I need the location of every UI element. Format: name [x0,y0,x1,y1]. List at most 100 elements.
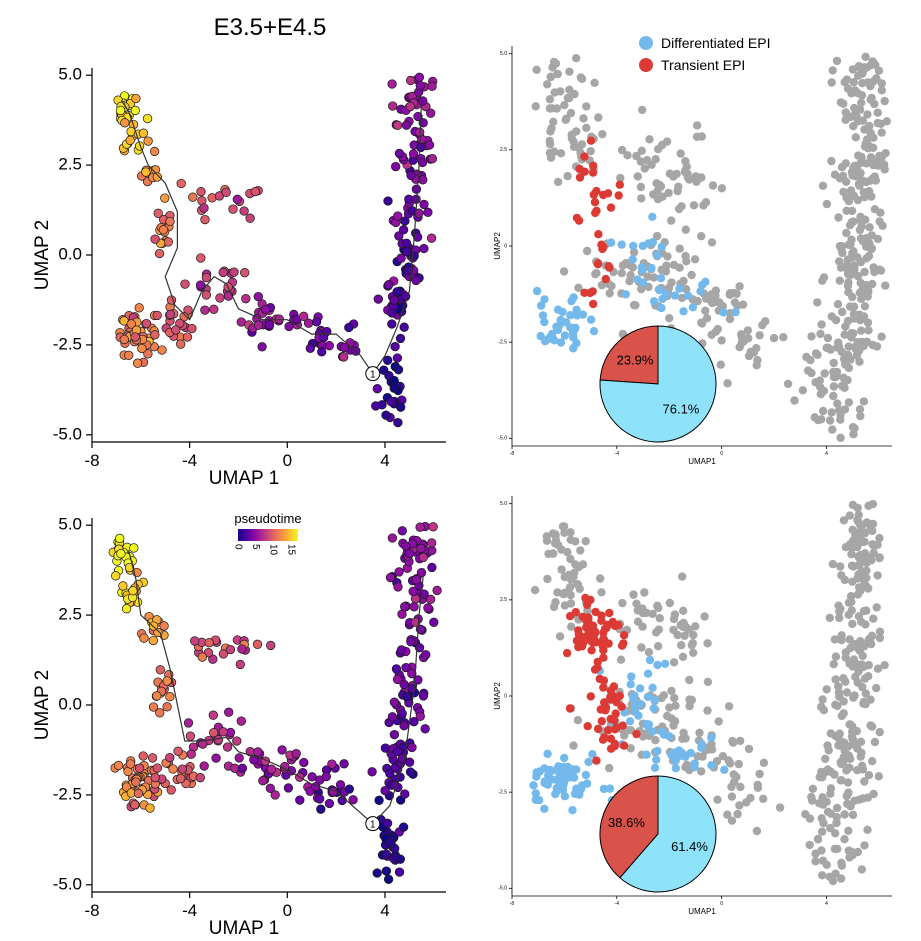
chart-bottom-right-other-cell-point [858,552,868,561]
chart-bottom-left-cell-point [396,711,407,721]
chart-bottom-right-other-cell-point [640,729,649,738]
chart-bottom-left-cell-point [422,548,432,558]
chart-top-right-other-cell-point [643,272,652,281]
chart-top-right-other-cell-point [682,257,691,266]
chart-top-left-cell-point [406,251,416,261]
chart-bottom-left-cell-point [295,795,305,805]
chart-top-left-cell-point [404,271,415,282]
chart-bottom-right-other-cell-point [555,632,565,641]
chart-bottom-right-transient-epi-point [601,703,611,712]
chart-top-right-other-cell-point [855,310,864,319]
chart-bottom-right-other-cell-point [862,566,871,575]
chart-bottom-right-other-cell-point [818,695,827,704]
chart-bottom-right-other-cell-point [856,752,865,761]
chart-bottom-left-cell-point [218,649,229,659]
chart-top-right-other-cell-point [632,151,641,161]
chart-top-right-differentiated-epi-point [648,212,657,221]
chart-top-right-other-cell-point [549,117,558,127]
chart-top-left-cell-point [264,316,274,326]
chart-bottom-right-other-cell-point [663,711,672,721]
chart-top-right-other-cell-point [860,267,869,277]
chart-top-left-cell-point [404,102,415,112]
chart-top-right-other-cell-point [691,172,701,181]
chart-bottom-left-cell-point [152,615,162,625]
chart-bottom-right-other-cell-point [543,574,552,584]
chart-top-right-other-cell-point [738,300,748,309]
chart-bottom-right-other-cell-point [571,537,580,546]
chart-top-left-cell-point [199,203,209,213]
chart-bottom-left-cell-point [295,772,305,782]
chart-bottom-right-y-tick-label: 2.5 [500,597,507,603]
chart-top-right-other-cell-point [665,169,675,178]
chart-top-left-cell-point [405,101,415,112]
chart-top-right-other-cell-point [676,279,685,289]
chart-bottom-left-cell-point [291,748,301,759]
chart-top-left-cell-point [317,347,327,357]
chart-top-right-other-cell-point [841,322,850,331]
chart-bottom-left-cell-point [126,597,136,607]
chart-bottom-left-cell-point [162,702,172,712]
chart-bottom-right-other-cell-point [649,693,658,703]
chart-bottom-right-differentiated-epi-point [617,740,627,749]
chart-top-left-y-tick-label: -2.5 [53,334,82,353]
chart-top-right-differentiated-epi-point [571,323,580,332]
chart-bottom-left-cell-point [386,838,396,848]
chart-top-right-differentiated-epi-point [540,295,549,304]
chart-top-right-other-cell-point [822,199,832,209]
chart-top-right-x-tick-label: 0 [720,451,723,457]
chart-top-left-cell-point [232,194,242,204]
chart-bottom-right-other-cell-point [553,540,563,550]
chart-top-right-other-cell-point [681,157,690,166]
chart-top-right-other-cell-point [847,218,856,227]
chart-bottom-left-cell-point [121,782,132,792]
chart-top-right-other-cell-point [643,262,652,271]
chart-top-right-other-cell-point [708,298,717,308]
chart-bottom-left-x-tick-label: 0 [283,901,292,920]
chart-bottom-left-cell-point [264,768,274,778]
chart-bottom-left-cell-point [281,770,291,780]
chart-bottom-right-other-cell-point [844,754,854,763]
chart-bottom-right-differentiated-epi-point [652,755,661,764]
chart-top-right-other-cell-point [859,176,868,186]
chart-top-right-other-cell-point [877,332,886,341]
chart-top-right-other-cell-point [836,433,845,442]
chart-top-left-cell-point [156,222,166,233]
chart-bottom-right-other-cell-point [858,682,867,692]
chart-bottom-left-y-tick-label: -2.5 [53,784,82,803]
chart-bottom-right-other-cell-point [828,876,838,886]
chart-bottom-left-cell-point [424,604,434,614]
chart-bottom-right-other-cell-point [653,725,662,735]
chart-bottom-left-cell-point [407,683,417,694]
chart-bottom-right-other-cell-point [665,703,674,712]
chart-bottom-right-other-cell-point [841,677,850,686]
chart-bottom-right-other-cell-point [669,658,679,667]
chart-bottom-right-transient-epi-point [590,629,599,638]
chart-top-right-other-cell-point [733,301,742,310]
chart-bottom-left-cell-point [161,758,171,768]
chart-top-left-cell-point [136,326,146,336]
chart-top-left-cell-point [414,139,424,150]
chart-top-left-cell-point [150,165,161,175]
chart-top-left-cell-point [165,210,175,221]
chart-top-right-other-cell-point [828,66,837,75]
chart-top-right-other-cell-point [861,142,870,151]
chart-top-right-other-cell-point [857,91,867,100]
chart-bottom-right-y-tick-label: -2.5 [498,789,507,795]
chart-bottom-left-cell-point [397,526,407,536]
chart-top-left-x-tick-label: 4 [380,451,389,470]
chart-top-right-transient-epi-point [594,230,603,239]
chart-bottom-right-other-cell-point [602,697,611,707]
chart-bottom-right-other-cell-point [852,642,861,651]
chart-bottom-left-cell-point [144,776,154,786]
chart-top-right-other-cell-point [807,368,816,378]
chart-top-right-transient-epi-point [575,173,585,182]
chart-bottom-right-transient-epi-point [574,626,583,635]
chart-bottom-left-cell-point [235,767,246,777]
chart-top-right-other-cell-point [829,382,839,391]
chart-top-left-cell-point [414,208,424,218]
chart-top-right-other-cell-point [758,320,767,330]
chart-top-left-cell-point [119,91,130,101]
chart-bottom-right-transient-epi-point [585,623,594,632]
chart-bottom-left-cell-point [131,774,142,785]
chart-bottom-right-differentiated-epi-point [636,700,645,709]
